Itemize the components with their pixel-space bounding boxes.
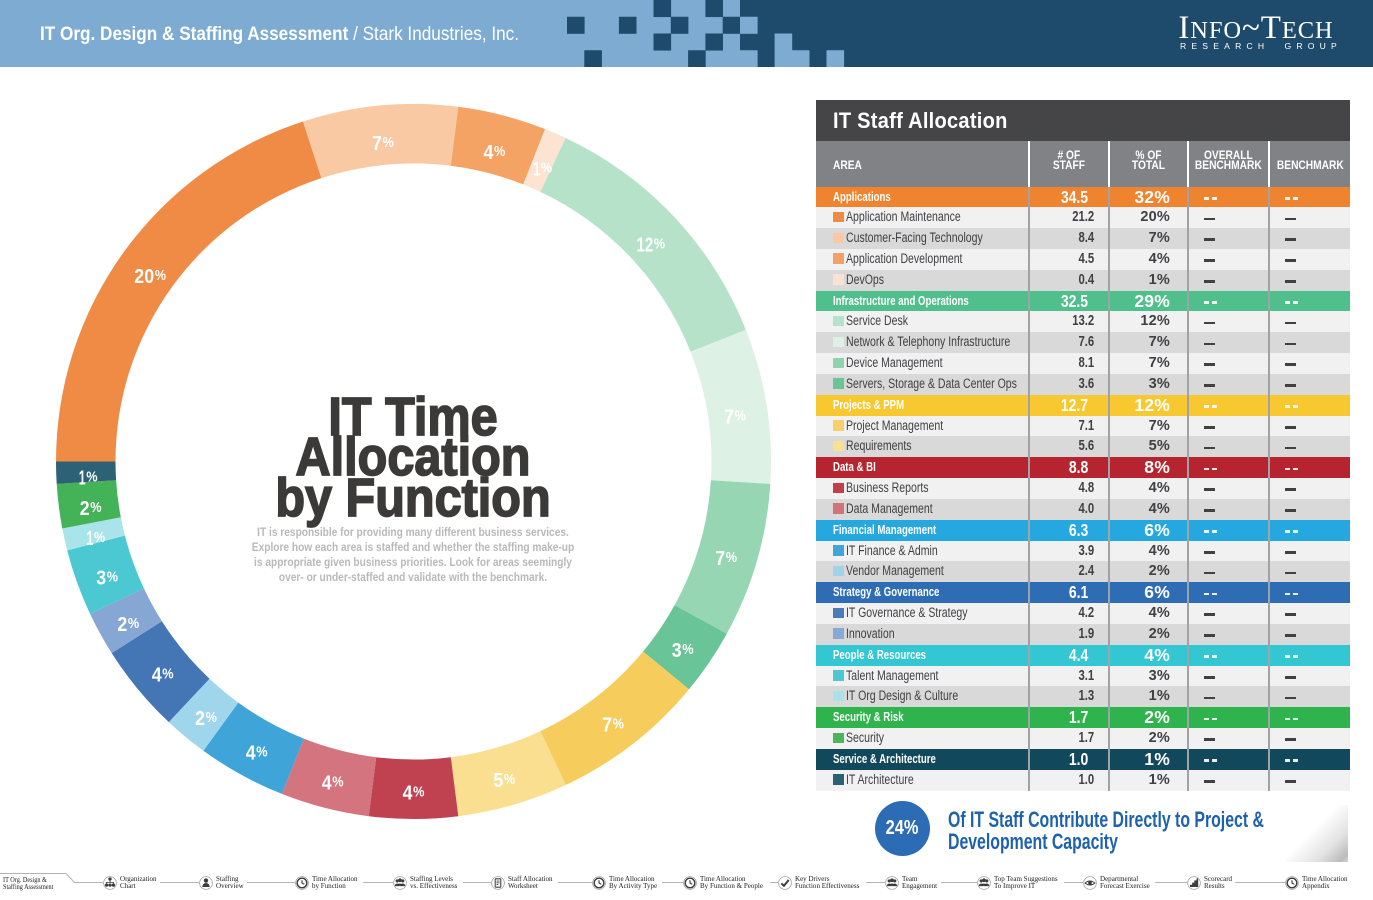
svg-text:4: 4 — [246, 742, 257, 764]
svg-text:%: % — [682, 642, 693, 658]
svg-text:%: % — [86, 469, 97, 485]
svg-text:4: 4 — [322, 773, 333, 795]
svg-text:%: % — [155, 268, 166, 284]
svg-text:4: 4 — [403, 783, 414, 805]
svg-text:1: 1 — [79, 467, 86, 489]
svg-text:%: % — [413, 785, 424, 801]
svg-text:%: % — [494, 144, 505, 160]
svg-text:%: % — [504, 772, 515, 788]
svg-text:%: % — [613, 716, 624, 732]
svg-text:2: 2 — [195, 708, 205, 730]
svg-text:7: 7 — [602, 714, 612, 736]
svg-text:4: 4 — [484, 142, 495, 164]
svg-text:%: % — [128, 616, 139, 632]
svg-text:3: 3 — [672, 640, 682, 662]
svg-text:1: 1 — [533, 159, 540, 181]
svg-text:%: % — [206, 710, 217, 726]
svg-text:5: 5 — [493, 770, 503, 792]
svg-text:%: % — [383, 135, 394, 151]
svg-text:%: % — [654, 236, 665, 252]
svg-text:3: 3 — [96, 568, 106, 590]
svg-text:%: % — [94, 530, 105, 546]
svg-text:%: % — [256, 744, 267, 760]
svg-text:12: 12 — [637, 234, 654, 256]
svg-text:2: 2 — [80, 498, 90, 520]
svg-text:%: % — [541, 161, 552, 177]
svg-text:%: % — [726, 550, 737, 566]
svg-text:2: 2 — [117, 614, 127, 636]
svg-text:7: 7 — [372, 133, 382, 155]
svg-text:%: % — [332, 775, 343, 791]
svg-text:1: 1 — [87, 528, 94, 550]
svg-text:7: 7 — [724, 406, 734, 428]
svg-text:7: 7 — [715, 548, 725, 570]
svg-text:%: % — [162, 667, 173, 683]
svg-text:%: % — [735, 408, 746, 424]
svg-text:%: % — [90, 500, 101, 516]
svg-text:20: 20 — [134, 266, 154, 288]
svg-text:%: % — [107, 570, 118, 586]
svg-text:4: 4 — [152, 665, 163, 687]
